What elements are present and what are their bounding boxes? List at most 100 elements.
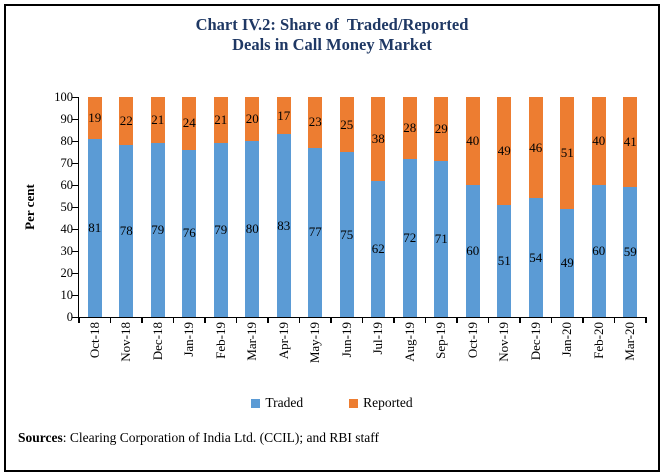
bar-segment-reported (245, 97, 260, 141)
x-axis-tick (204, 317, 206, 323)
data-label-reported: 19 (88, 109, 102, 125)
bar-segment-reported (560, 97, 575, 210)
x-axis-tick (361, 317, 364, 323)
plot-area: 0 10 20 30 40 50 60 70 80 90 100 81 19 Oct-18 78 22 Nov-… (54, 90, 647, 363)
bar-segment-traded (591, 185, 606, 317)
data-label-reported: 28 (403, 119, 417, 135)
legend: Traded Reported (0, 395, 664, 411)
bar-segment-traded (465, 185, 480, 317)
bar-segment-traded (150, 143, 165, 317)
x-axis-tick (109, 317, 112, 323)
x-axis-tick (141, 317, 143, 323)
bar-segment-traded (371, 180, 386, 317)
y-axis-label: Per cent (22, 184, 37, 230)
bar-segment-traded (213, 143, 228, 317)
x-axis-tick (393, 317, 395, 323)
y-axis-tick-label: 20 (60, 266, 74, 280)
x-axis-label: Aug-19 (401, 322, 417, 362)
bar-segment-reported (119, 97, 134, 146)
bar-segment-traded (339, 152, 354, 317)
x-axis-label: Nov-19 (496, 322, 512, 362)
y-axis-tick (72, 162, 79, 164)
chart-title-line2: Deals in Call Money Market (232, 35, 432, 54)
y-axis-tick-label: 10 (60, 288, 74, 302)
x-axis-label: Feb-20 (590, 322, 606, 359)
y-axis-tick (72, 250, 79, 252)
x-axis-tick (487, 317, 490, 323)
x-axis-label: Oct-19 (464, 322, 480, 359)
bar-segment-reported (402, 97, 417, 159)
x-axis-tick (78, 317, 80, 323)
legend-label-traded: Traded (265, 395, 304, 410)
x-axis-tick (172, 317, 175, 323)
data-label-reported: 20 (245, 111, 259, 126)
chart-title-line1: Chart IV.2: Share of Traded/Reported (195, 15, 469, 34)
bar-segment-traded (182, 149, 197, 317)
data-label-traded: 83 (277, 217, 291, 233)
y-axis-tick (72, 228, 79, 230)
data-label-reported: 38 (371, 130, 385, 146)
data-label-reported: 21 (151, 112, 165, 128)
bar-segment-traded (245, 141, 260, 317)
legend-item-reported: Reported (349, 395, 413, 411)
bar-segment-traded (434, 160, 449, 317)
data-label-traded: 72 (403, 229, 417, 245)
data-label-traded: 59 (623, 244, 637, 260)
bar-segment-reported (623, 97, 638, 188)
y-axis-tick (72, 206, 79, 208)
x-axis-label: Apr-19 (275, 322, 291, 360)
traded-swatch-icon (251, 398, 261, 408)
bar-segment-reported (276, 97, 291, 135)
data-label-reported: 40 (466, 133, 480, 148)
bar-segment-reported (87, 97, 102, 139)
bar-segment-traded (528, 198, 543, 317)
data-label-traded: 76 (182, 225, 196, 241)
sources-text: : Clearing Corporation of India Ltd. (CC… (62, 430, 379, 445)
data-label-reported: 49 (497, 142, 511, 158)
x-axis-tick (456, 317, 458, 323)
data-label-traded: 79 (151, 222, 165, 238)
x-axis-tick (424, 317, 427, 323)
data-label-traded: 60 (466, 243, 480, 258)
data-label-reported: 29 (434, 120, 448, 136)
x-axis-label: Jan-19 (181, 322, 197, 357)
data-label-traded: 54 (529, 249, 543, 265)
data-label-reported: 46 (529, 139, 543, 155)
x-axis-label: Oct-18 (86, 322, 102, 359)
y-axis-tick (72, 316, 79, 318)
x-axis-label: Jan-20 (559, 322, 575, 357)
data-label-traded: 62 (371, 240, 385, 256)
legend-label-reported: Reported (363, 395, 413, 410)
bar-segment-reported (465, 97, 480, 185)
y-axis-tick-label: 60 (60, 178, 74, 192)
data-label-traded: 80 (245, 221, 259, 236)
data-label-traded: 71 (434, 230, 448, 246)
legend-item-traded: Traded (251, 395, 303, 411)
x-axis-tick (330, 317, 332, 323)
y-axis-tick-label: 100 (54, 90, 73, 104)
y-axis-tick (72, 96, 79, 98)
bar-segment-reported (150, 97, 165, 144)
x-axis-tick (645, 317, 647, 323)
bar-segment-traded (276, 134, 291, 317)
data-label-traded: 49 (560, 255, 574, 271)
bar-segment-reported (182, 97, 197, 150)
bar-segment-reported (339, 97, 354, 152)
data-label-reported: 21 (214, 112, 228, 128)
bar-segment-traded (308, 147, 323, 317)
x-axis-label: Mar-20 (622, 322, 638, 361)
data-label-reported: 25 (340, 116, 354, 132)
bar-segment-traded (623, 187, 638, 317)
data-label-traded: 78 (119, 223, 133, 239)
sources-label: Sources (18, 430, 63, 445)
panel-border (4, 4, 660, 472)
x-axis-tick (582, 317, 584, 323)
bar-segment-reported (434, 97, 449, 161)
x-axis-label: Jul-19 (370, 322, 386, 355)
bar-segment-reported (497, 97, 512, 205)
bar-segment-reported (308, 97, 323, 148)
y-axis-tick-label: 0 (66, 310, 73, 324)
data-label-traded: 81 (88, 219, 102, 235)
y-axis-tick-label: 80 (60, 134, 74, 148)
